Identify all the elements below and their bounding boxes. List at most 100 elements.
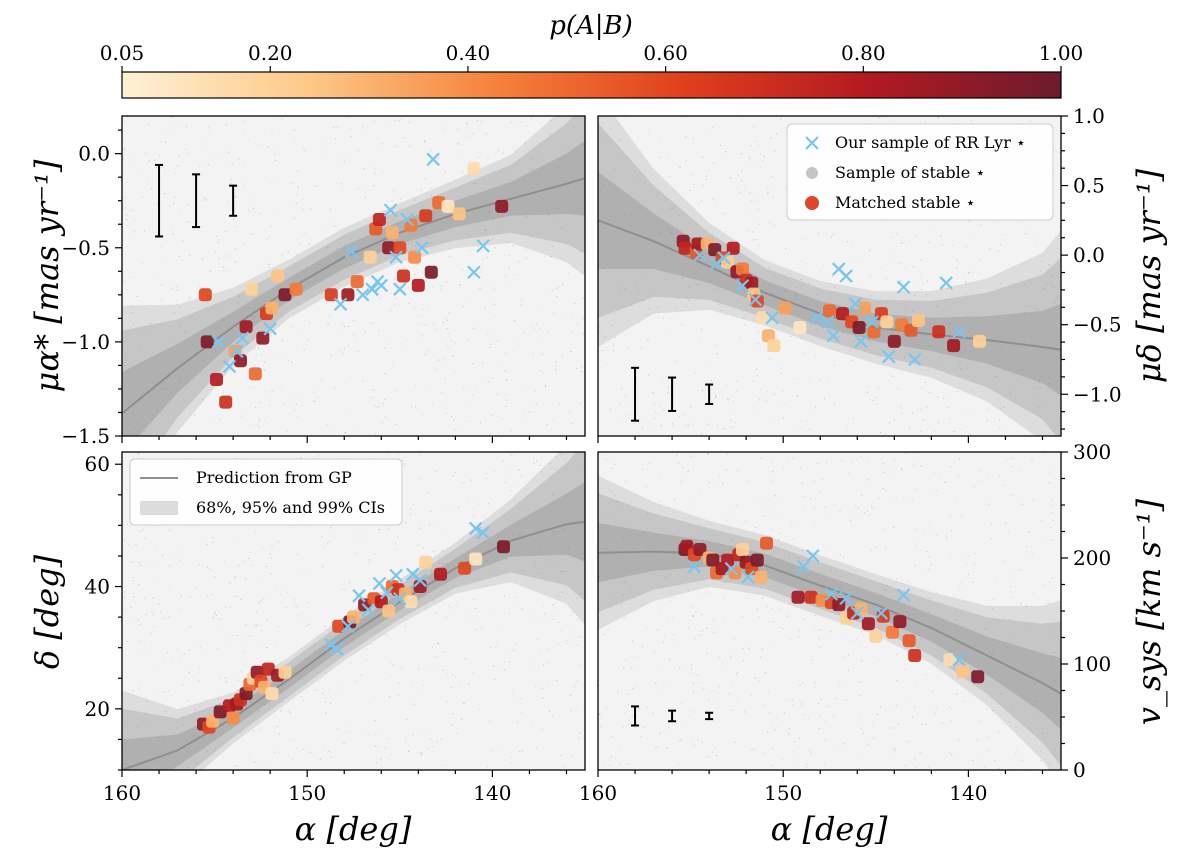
field-star [682, 117, 684, 118]
field-star [678, 462, 679, 464]
field-star [668, 574, 670, 575]
field-star [379, 297, 381, 299]
field-star [258, 602, 260, 604]
field-star [1029, 120, 1031, 122]
field-star [1010, 709, 1012, 711]
field-star [142, 392, 144, 394]
field-star [408, 243, 410, 245]
field-star [928, 391, 930, 393]
field-star [255, 624, 257, 626]
field-star [934, 430, 936, 432]
field-star [672, 207, 674, 209]
field-star [1044, 584, 1046, 586]
field-star [174, 196, 176, 198]
field-star [445, 585, 447, 586]
field-star [660, 232, 661, 233]
field-star [161, 299, 163, 301]
field-star [532, 663, 534, 665]
field-star [520, 477, 522, 479]
field-star [773, 551, 775, 553]
field-star [672, 425, 674, 427]
field-star [891, 727, 893, 729]
field-star [929, 565, 931, 567]
field-star [1050, 526, 1052, 528]
field-star [894, 747, 895, 749]
field-star [124, 596, 126, 598]
y-tick-label: 200 [1073, 546, 1111, 570]
field-star [178, 120, 180, 122]
field-star [490, 344, 492, 345]
field-star [766, 605, 768, 607]
field-star [875, 546, 877, 548]
field-star [580, 495, 582, 497]
y-tick-label: 300 [1073, 440, 1111, 464]
field-star [519, 535, 521, 537]
field-star [577, 323, 578, 325]
field-star [922, 419, 924, 421]
field-star [956, 693, 958, 695]
field-star [141, 175, 143, 177]
field-star [993, 598, 995, 600]
field-star [217, 698, 219, 700]
field-star [384, 347, 386, 349]
field-star [335, 138, 337, 140]
field-star [324, 626, 326, 627]
field-star [540, 370, 541, 371]
field-star [442, 402, 443, 404]
field-star [399, 199, 401, 200]
field-star [866, 391, 868, 393]
field-star [1022, 697, 1023, 699]
rrlyr-point [865, 315, 879, 329]
field-star [778, 539, 780, 541]
field-star [503, 265, 505, 267]
field-star [1036, 716, 1038, 718]
field-star [694, 372, 696, 374]
field-star [668, 726, 670, 728]
field-star [164, 691, 166, 693]
field-star [1037, 233, 1039, 235]
field-star [178, 608, 180, 610]
field-star [133, 742, 135, 743]
field-star [154, 688, 156, 690]
rrlyr-point [389, 568, 403, 583]
field-star [168, 616, 170, 618]
field-star [356, 148, 358, 150]
field-star [873, 508, 875, 510]
field-star [390, 675, 392, 677]
field-star [642, 299, 644, 301]
field-star [451, 724, 453, 726]
field-star [792, 751, 793, 753]
field-star [327, 424, 329, 426]
matched-star-point [382, 241, 396, 255]
field-star [920, 465, 922, 467]
field-star [433, 551, 435, 553]
field-star [1009, 642, 1011, 644]
field-star [492, 218, 494, 220]
field-star [294, 137, 296, 139]
field-star [606, 271, 608, 273]
x-tick-label: 150 [288, 781, 326, 805]
field-star [861, 494, 863, 496]
field-star [302, 334, 304, 336]
field-star [432, 286, 434, 288]
field-star [670, 329, 672, 331]
field-star [984, 628, 986, 630]
field-star [138, 453, 140, 455]
field-star [692, 138, 694, 140]
field-star [256, 354, 258, 356]
field-star [932, 626, 933, 627]
field-star [815, 344, 817, 346]
field-star [856, 459, 858, 461]
rrlyr-point [383, 203, 398, 217]
field-star [1032, 499, 1034, 501]
field-star [920, 431, 922, 433]
field-star [221, 625, 223, 627]
field-star [453, 576, 455, 578]
field-star [151, 188, 153, 190]
field-star [706, 423, 708, 425]
field-star [504, 394, 506, 396]
field-star [632, 687, 634, 689]
field-star [374, 433, 376, 435]
rrlyr-point [355, 288, 370, 302]
field-star [413, 306, 415, 308]
